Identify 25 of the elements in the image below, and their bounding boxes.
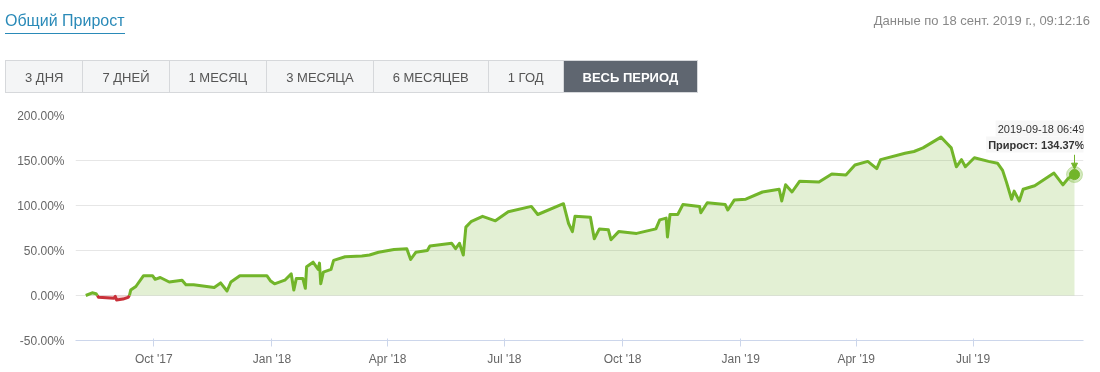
x-tick-label: Jul '18 [487, 351, 522, 366]
x-tick-label: Oct '18 [603, 351, 642, 366]
chart-subtitle: Данные по 18 сент. 2019 г., 09:12:16 [873, 12, 1090, 30]
x-tick-label: Jul '19 [955, 351, 991, 366]
y-tick-label: 200.00% [17, 108, 65, 123]
x-tick-label: Apr '19 [837, 351, 876, 366]
chart-title: Общий Прирост [5, 10, 125, 34]
text: 7 ДНЕЙ [82, 60, 170, 93]
y-tick-label: 150.00% [17, 153, 65, 168]
text: 3 ДНЯ [5, 60, 84, 93]
x-tick-label: Apr '18 [368, 351, 407, 366]
x-tick-label: Oct '17 [135, 351, 173, 366]
annotation: 2019-09-18 06:49 [997, 122, 1085, 135]
y-tick-label: -50.00% [19, 333, 65, 348]
text: 3 МЕСЯЦА [266, 60, 374, 93]
text: 1 ГОД [487, 60, 564, 93]
text: 6 МЕСЯЦЕВ [372, 60, 489, 93]
y-tick-label: 100.00% [17, 198, 65, 213]
y-tick-label: 50.00% [23, 243, 65, 258]
annotation: Прирост: 134.37% [988, 138, 1085, 151]
y-tick-label: 0.00% [30, 288, 65, 303]
x-tick-label: Jan '18 [252, 351, 292, 366]
text: 1 МЕСЯЦ [168, 60, 268, 93]
text: ВЕСЬ ПЕРИОД [562, 60, 699, 93]
x-tick-label: Jan '19 [721, 351, 761, 366]
